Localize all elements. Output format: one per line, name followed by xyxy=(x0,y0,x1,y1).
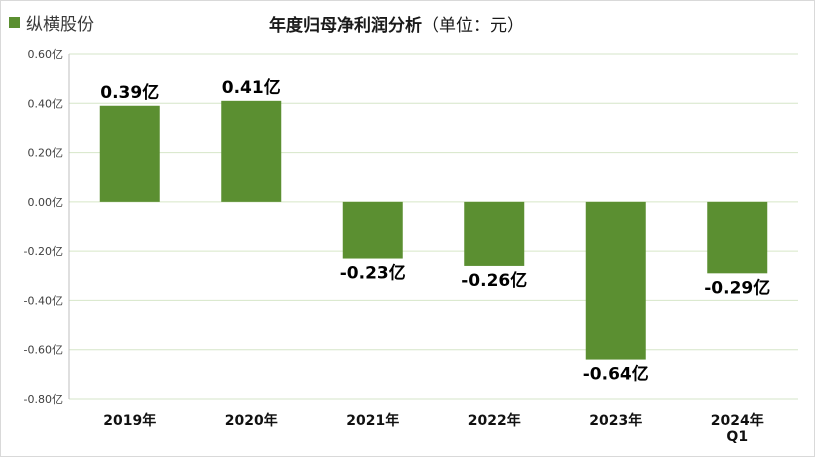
data-label: -0.29亿 xyxy=(704,277,770,298)
x-tick-label: 2021年 xyxy=(346,412,399,429)
bar xyxy=(707,201,768,274)
x-tick-label: 2020年 xyxy=(225,412,278,429)
x-tick-label-line: 2020年 xyxy=(225,412,278,429)
y-tick-label: 0.20亿 xyxy=(28,147,64,160)
x-tick-label: 2024年 Q1 xyxy=(711,412,764,445)
y-tick-label: -0.40亿 xyxy=(24,294,63,307)
x-tick-label: 2023年 xyxy=(589,412,642,429)
x-tick-label-line: 2022年 xyxy=(468,412,521,429)
y-tick-label: -0.20亿 xyxy=(24,245,63,258)
chart-title: 年度归母净利润分析（单位：元） xyxy=(269,11,524,36)
data-label: 0.41亿 xyxy=(222,77,281,98)
bar xyxy=(99,105,160,202)
y-tick-label: 0.00亿 xyxy=(28,196,64,209)
legend: 纵横股份 xyxy=(9,10,94,35)
bar xyxy=(221,100,282,202)
bar xyxy=(464,201,525,266)
bar xyxy=(585,201,646,360)
x-tick-label: 2022年 xyxy=(468,412,521,429)
x-tick-label-line: 2024年 xyxy=(711,412,764,429)
bar xyxy=(342,201,403,259)
data-label: -0.64亿 xyxy=(583,364,649,385)
x-tick-label-line: 2021年 xyxy=(346,412,399,429)
y-tick-label: -0.60亿 xyxy=(24,344,63,357)
chart-title-unit: （单位：元） xyxy=(422,16,524,36)
legend-swatch xyxy=(9,17,20,28)
y-tick-label: 0.40亿 xyxy=(28,97,64,110)
legend-label: 纵横股份 xyxy=(26,15,94,35)
data-label: 0.39亿 xyxy=(100,82,159,103)
x-tick-label-line: 2019年 xyxy=(103,412,156,429)
x-tick-label-line: Q1 xyxy=(726,429,748,445)
data-label: -0.26亿 xyxy=(461,270,527,291)
x-tick-label-line: 2023年 xyxy=(589,412,642,429)
y-tick-label: 0.60亿 xyxy=(28,48,64,61)
chart-title-main: 年度归母净利润分析 xyxy=(269,16,422,36)
y-tick-label: -0.80亿 xyxy=(24,393,63,406)
x-tick-label: 2019年 xyxy=(103,412,156,429)
data-label: -0.23亿 xyxy=(340,263,406,284)
